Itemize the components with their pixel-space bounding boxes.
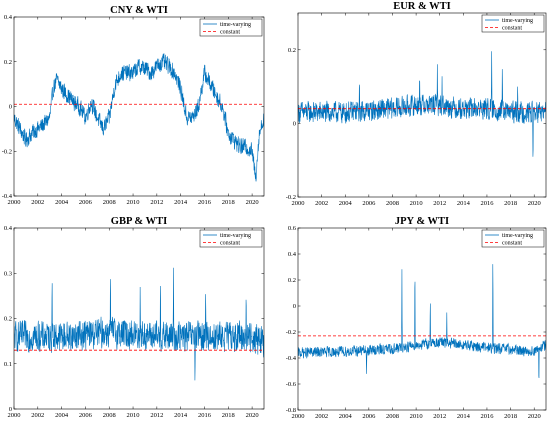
x-tick-label: 2012 <box>433 413 446 420</box>
axes-box <box>13 16 265 197</box>
x-tick-label: 2016 <box>480 200 494 207</box>
y-tick-label: 0 <box>9 104 12 111</box>
y-tick-label: 0.2 <box>4 316 12 323</box>
y-tick-label: 0 <box>293 303 296 310</box>
x-tick-label: 2014 <box>457 413 471 420</box>
x-tick-label: 2008 <box>386 200 399 207</box>
y-tick-label: 0.4 <box>288 251 297 258</box>
x-tick-label: 2000 <box>8 199 21 206</box>
x-tick-label: 2010 <box>127 412 140 419</box>
x-tick-label: 2008 <box>386 413 399 420</box>
x-tick-label: 2020 <box>246 199 259 206</box>
panel-1: CNY & WTI 2000 2002 2004 2006 2008 2010 2012 201… <box>2 5 265 206</box>
x-tick-label: 2006 <box>79 412 93 419</box>
y-tick-label: 0.1 <box>4 361 12 368</box>
x-tick-label: 2010 <box>410 200 423 207</box>
x-tick-label: 2000 <box>8 412 21 419</box>
chart-title: GBP & WTI <box>111 216 167 227</box>
x-tick-label: 2014 <box>457 200 471 207</box>
legend-label: constant <box>220 30 240 36</box>
series-time-varying-line <box>14 267 264 381</box>
axes-box <box>297 12 547 198</box>
legend: time-varying constant <box>481 229 545 248</box>
x-tick-label: 2002 <box>315 200 328 207</box>
x-tick-label: 2012 <box>150 199 163 206</box>
x-tick-label: 2004 <box>55 412 69 419</box>
y-tick-label: -0.4 <box>2 193 13 200</box>
x-tick-label: 2004 <box>339 413 353 420</box>
x-tick-label: 2002 <box>315 413 328 420</box>
legend-label: time-varying <box>220 233 251 239</box>
x-tick-label: 2000 <box>292 200 305 207</box>
x-tick-label: 2010 <box>410 413 423 420</box>
x-tick-label: 2012 <box>433 200 446 207</box>
x-tick-label: 2002 <box>31 199 44 206</box>
x-tick-label: 2018 <box>222 412 235 419</box>
y-tick-label: -0.2 <box>2 148 12 155</box>
panel-3: GBP & WTI 2000 2002 2004 2006 2008 2010 2012 201… <box>4 216 265 419</box>
legend-label: constant <box>502 241 522 247</box>
legend: time-varying constant <box>481 14 545 33</box>
x-tick-label: 2016 <box>198 199 212 206</box>
y-tick-label: 0.2 <box>288 47 296 54</box>
legend-label: time-varying <box>502 233 533 239</box>
x-tick-label: 2004 <box>339 200 353 207</box>
panel-4: JPY & WTI 2000 2002 2004 2006 2008 2010 2012 201… <box>286 216 547 420</box>
y-tick-label: -0.8 <box>286 407 296 414</box>
x-tick-label: 2006 <box>79 199 93 206</box>
x-tick-label: 2020 <box>528 200 541 207</box>
axes-box <box>297 227 547 411</box>
x-tick-label: 2020 <box>246 412 259 419</box>
y-tick-label: -0.2 <box>286 329 296 336</box>
series-time-varying-line <box>14 53 264 182</box>
x-tick-label: 2006 <box>362 413 376 420</box>
legend: time-varying constant <box>199 18 263 37</box>
legend-label: time-varying <box>502 18 533 24</box>
legend-label: constant <box>502 26 522 32</box>
series-time-varying-line <box>298 264 546 379</box>
x-tick-label: 2014 <box>174 412 188 419</box>
legend: time-varying constant <box>199 229 263 248</box>
x-tick-label: 2012 <box>150 412 163 419</box>
x-tick-label: 2014 <box>174 199 188 206</box>
y-tick-label: 0.6 <box>288 225 297 232</box>
chart-title: EUR & WTI <box>393 1 451 12</box>
y-tick-label: -0.2 <box>286 194 296 201</box>
chart-title: JPY & WTI <box>395 216 449 227</box>
plot-area <box>298 51 546 157</box>
x-tick-label: 2002 <box>31 412 44 419</box>
y-tick-label: -0.4 <box>286 355 297 362</box>
y-tick-label: 0.2 <box>4 59 12 66</box>
legend-label: time-varying <box>220 22 251 28</box>
x-tick-label: 2006 <box>362 200 376 207</box>
x-tick-label: 2000 <box>292 413 305 420</box>
series-time-varying-line <box>298 51 546 157</box>
y-tick-label: 0.4 <box>4 14 13 21</box>
x-tick-label: 2020 <box>528 413 541 420</box>
plot-area <box>14 53 264 182</box>
y-tick-label: 0 <box>293 121 296 128</box>
axes-box <box>13 227 265 410</box>
legend-label: constant <box>220 241 240 247</box>
x-tick-label: 2010 <box>127 199 140 206</box>
x-tick-label: 2008 <box>103 412 116 419</box>
x-tick-label: 2008 <box>103 199 116 206</box>
chart-title: CNY & WTI <box>110 5 168 16</box>
plot-area <box>14 267 264 381</box>
panel-2: EUR & WTI 2000 2002 2004 2006 2008 2010 2012 201… <box>286 1 547 207</box>
x-tick-label: 2018 <box>504 413 517 420</box>
y-tick-label: 0.4 <box>4 225 13 232</box>
x-tick-label: 2016 <box>480 413 494 420</box>
x-tick-label: 2018 <box>504 200 517 207</box>
plot-area <box>298 264 546 379</box>
y-tick-label: 0.2 <box>288 277 296 284</box>
x-tick-label: 2004 <box>55 199 69 206</box>
y-tick-label: 0.3 <box>4 270 12 277</box>
x-tick-label: 2018 <box>222 199 235 206</box>
y-tick-label: -0.6 <box>286 381 297 388</box>
x-tick-label: 2016 <box>198 412 212 419</box>
y-tick-label: 0 <box>9 406 12 413</box>
